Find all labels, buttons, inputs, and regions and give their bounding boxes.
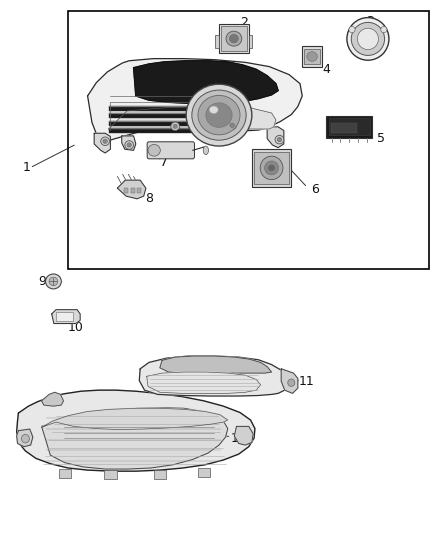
Polygon shape — [52, 310, 80, 324]
Ellipse shape — [347, 18, 389, 60]
Ellipse shape — [125, 141, 134, 149]
Bar — [59, 469, 71, 478]
Text: 9: 9 — [39, 275, 46, 288]
Bar — [56, 312, 73, 321]
Bar — [215, 35, 219, 48]
Ellipse shape — [349, 26, 355, 33]
Polygon shape — [94, 133, 110, 153]
Ellipse shape — [173, 124, 177, 128]
Bar — [109, 121, 244, 126]
Ellipse shape — [148, 144, 160, 156]
Bar — [109, 113, 244, 118]
Polygon shape — [281, 369, 298, 393]
Text: 3: 3 — [366, 15, 374, 28]
Ellipse shape — [46, 274, 61, 289]
Polygon shape — [42, 408, 228, 469]
Ellipse shape — [288, 379, 295, 386]
Polygon shape — [134, 61, 278, 103]
Ellipse shape — [381, 26, 387, 33]
Ellipse shape — [101, 137, 110, 146]
Bar — [249, 35, 252, 48]
FancyBboxPatch shape — [147, 142, 194, 159]
Polygon shape — [234, 426, 253, 445]
Bar — [104, 470, 117, 479]
Bar — [326, 116, 372, 138]
Polygon shape — [42, 392, 64, 406]
Bar — [304, 49, 320, 64]
Ellipse shape — [268, 165, 275, 171]
Ellipse shape — [260, 156, 283, 180]
Polygon shape — [117, 180, 146, 199]
Ellipse shape — [307, 52, 317, 61]
Ellipse shape — [228, 121, 237, 130]
Ellipse shape — [203, 146, 208, 155]
Text: 12: 12 — [231, 432, 247, 445]
Bar — [302, 46, 322, 67]
Ellipse shape — [275, 135, 284, 144]
Bar — [137, 188, 141, 193]
Bar — [254, 152, 289, 184]
Bar — [109, 128, 244, 133]
Polygon shape — [88, 59, 302, 145]
Polygon shape — [267, 127, 284, 148]
Text: 8: 8 — [145, 192, 153, 205]
Text: 11: 11 — [299, 375, 314, 387]
Ellipse shape — [192, 90, 246, 140]
Bar — [219, 24, 249, 53]
Ellipse shape — [357, 28, 378, 50]
Bar — [68, 11, 429, 269]
Text: 7: 7 — [160, 156, 168, 169]
Ellipse shape — [103, 139, 107, 143]
Bar — [198, 468, 210, 477]
Polygon shape — [109, 107, 276, 129]
Text: 10: 10 — [68, 321, 84, 334]
Ellipse shape — [230, 123, 234, 127]
Polygon shape — [42, 408, 228, 430]
Ellipse shape — [206, 103, 232, 127]
Text: 2: 2 — [240, 16, 248, 29]
Polygon shape — [17, 390, 255, 471]
Ellipse shape — [230, 34, 238, 43]
Bar — [131, 188, 135, 193]
Polygon shape — [17, 429, 33, 447]
Text: 1: 1 — [22, 161, 30, 174]
Text: 6: 6 — [311, 183, 319, 196]
Polygon shape — [147, 372, 261, 393]
Ellipse shape — [226, 31, 242, 46]
Polygon shape — [160, 356, 272, 373]
Polygon shape — [122, 136, 136, 150]
Bar — [154, 470, 166, 479]
Text: 4: 4 — [322, 63, 330, 76]
Bar — [331, 123, 357, 133]
Ellipse shape — [351, 22, 385, 55]
Ellipse shape — [127, 143, 131, 147]
Ellipse shape — [277, 138, 282, 142]
Text: 5: 5 — [377, 132, 385, 145]
Ellipse shape — [209, 106, 218, 114]
Bar — [221, 26, 247, 51]
Bar — [109, 106, 244, 111]
Ellipse shape — [265, 161, 279, 175]
Ellipse shape — [49, 277, 58, 286]
Bar — [252, 149, 291, 187]
Bar — [124, 188, 128, 193]
Polygon shape — [139, 356, 289, 396]
Ellipse shape — [171, 122, 180, 131]
Ellipse shape — [21, 434, 29, 443]
Ellipse shape — [198, 95, 240, 135]
Bar — [328, 118, 370, 135]
Ellipse shape — [186, 84, 252, 146]
